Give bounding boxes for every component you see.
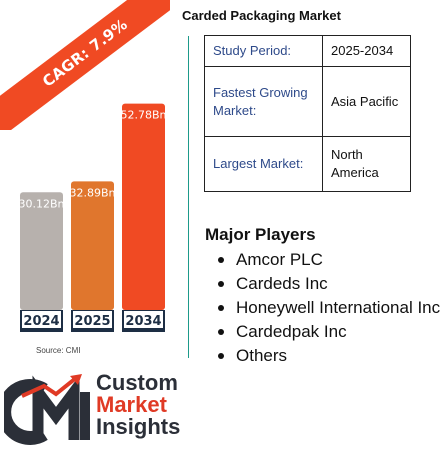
info-key: Largest Market: bbox=[204, 136, 323, 192]
bar-chart: 2024 30.12Bn 2025 32.89Bn 2034 52.78Bn bbox=[18, 103, 167, 332]
list-item: Cardedpak Inc bbox=[218, 320, 443, 344]
logo-wordmark: Custom Market Insights bbox=[96, 372, 180, 438]
table-row: Largest Market: North America bbox=[204, 136, 411, 192]
table-row: Study Period: 2025-2034 bbox=[204, 35, 411, 67]
page-title: Carded Packaging Market bbox=[182, 8, 341, 23]
cmi-logo-mark bbox=[0, 374, 90, 445]
info-key: Fastest Growing Market: bbox=[204, 66, 323, 137]
players-heading: Major Players bbox=[205, 225, 316, 244]
bar-2025 bbox=[71, 181, 114, 310]
logo-line: Market bbox=[96, 392, 167, 417]
players-list: Amcor PLC Cardeds Inc Honeywell Internat… bbox=[218, 248, 443, 368]
bar-value-label: 52.78Bn bbox=[120, 109, 166, 122]
bar-year-label: 2025 bbox=[74, 314, 110, 329]
bar-value-label: 32.89Bn bbox=[69, 186, 115, 199]
list-item: Honeywell International Inc bbox=[218, 296, 443, 320]
bar-value-label: 30.12Bn bbox=[18, 197, 64, 210]
list-item: Cardeds Inc bbox=[218, 272, 443, 296]
bar-year-label: 2024 bbox=[23, 314, 59, 329]
bar-2034 bbox=[122, 103, 165, 310]
bar-year-label: 2034 bbox=[125, 314, 161, 329]
vertical-divider bbox=[188, 36, 189, 358]
info-key: Study Period: bbox=[204, 35, 323, 67]
list-item: Others bbox=[218, 344, 443, 368]
list-item: Amcor PLC bbox=[218, 248, 443, 272]
logo-line: Insights bbox=[96, 414, 181, 439]
info-value: 2025-2034 bbox=[322, 35, 411, 67]
chart-source: Source: CMI bbox=[36, 346, 81, 355]
company-logo: Custom Market Insights bbox=[0, 372, 194, 452]
bar-year-plate bbox=[22, 311, 61, 328]
info-table: Study Period: 2025-2034 Fastest Growing … bbox=[204, 35, 411, 192]
bar-year-plate bbox=[73, 311, 112, 328]
info-value: Asia Pacific bbox=[322, 66, 411, 137]
info-value: North America bbox=[322, 136, 411, 192]
bar-year-plate bbox=[124, 311, 163, 328]
table-row: Fastest Growing Market: Asia Pacific bbox=[204, 66, 411, 137]
bar-2024 bbox=[20, 192, 63, 310]
logo-line: Custom bbox=[96, 370, 178, 395]
